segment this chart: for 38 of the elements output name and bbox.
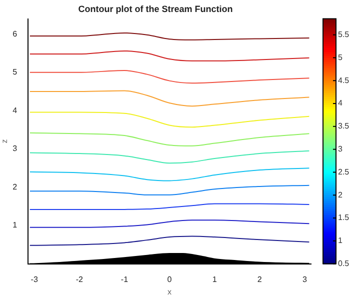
color-bar-label: 1	[338, 236, 343, 246]
line-series	[29, 184, 310, 196]
color-bar-label: 5.5	[338, 30, 350, 40]
line-series	[29, 70, 310, 84]
x-tick-label: 2	[257, 274, 262, 284]
color-bar-label: 4	[338, 98, 343, 108]
line-series	[29, 132, 310, 146]
y-tick-label: 6	[12, 29, 18, 38]
y-axis-title: z	[0, 139, 10, 144]
color-bar-label: 0.5	[338, 259, 350, 268]
x-tick-label: 1	[212, 274, 218, 284]
color-bar-label: 2.5	[338, 167, 350, 176]
line-series	[29, 50, 310, 62]
y-tick-label: 4	[12, 106, 18, 115]
color-bar-label: 5	[338, 52, 343, 62]
line-series	[29, 236, 310, 246]
color-bar-label: 1.5	[338, 213, 350, 222]
line-series	[29, 32, 310, 40]
line-series	[29, 168, 310, 182]
x-tick-label: -2	[76, 274, 84, 284]
x-tick-label: -1	[120, 274, 129, 284]
line-series	[29, 90, 310, 107]
color-bar-label: 2	[338, 190, 343, 200]
x-tick-label: -3	[30, 274, 38, 284]
y-tick-label: 5	[12, 68, 18, 77]
y-tick-label: 1	[12, 220, 18, 230]
chart-title: Contour plot of the Stream Function	[78, 4, 233, 14]
line-series	[29, 112, 310, 128]
line-series	[29, 150, 310, 164]
x-tick-label: 3	[302, 274, 308, 284]
y-tick-label: 3	[12, 144, 18, 154]
x-axis-title: x	[168, 287, 172, 296]
color-bar-label: 4.5	[338, 76, 350, 85]
line-series	[29, 220, 310, 228]
y-tick-label: 2	[12, 182, 18, 192]
color-bar-label: 3	[338, 144, 343, 154]
x-tick-label: 0	[167, 274, 172, 284]
color-bar-label: 3.5	[338, 122, 350, 131]
